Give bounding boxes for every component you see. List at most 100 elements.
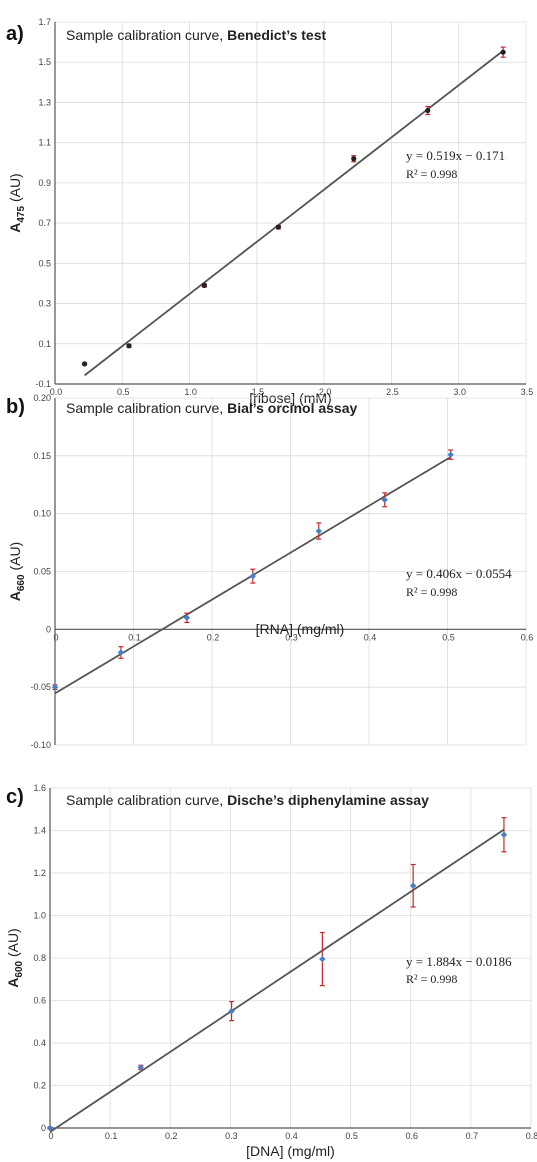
- data-point: [447, 451, 454, 458]
- data-point: [351, 156, 357, 162]
- y-axis-label: A660 (AU): [7, 542, 27, 601]
- x-tick-label: 1.0: [184, 387, 197, 397]
- y-tick-label: 0.3: [38, 299, 51, 309]
- x-tick-label: 0.5: [345, 1131, 358, 1141]
- x-tick-label: 0.2: [207, 632, 220, 642]
- x-axis-label: [RNA] (mg/ml): [256, 621, 345, 637]
- chart-panel-a: -0.1 0.1 0.3 0.5 0.7 0.9 1.1 1.3 1.5 1.7 0.0 0.5 1.0…: [6, 17, 533, 406]
- x-tick-label: 0.6: [521, 632, 534, 642]
- chart-title: Sample calibration curve, Dische’s diphe…: [66, 792, 429, 808]
- y-tick-label: 0.4: [33, 1038, 46, 1048]
- data-point: [249, 572, 257, 580]
- y-tick-label: 0.15: [33, 451, 51, 461]
- data-point: [201, 282, 207, 289]
- x-tick-label: 0.7: [466, 1131, 479, 1141]
- y-tick-label: 1.3: [38, 97, 51, 107]
- y-axis-label-sub: 660: [16, 574, 27, 591]
- y-axis-label-unit: (AU): [7, 173, 23, 206]
- y-axis-label: A600 (AU): [5, 928, 25, 987]
- y-tick-label: -0.1: [35, 379, 51, 389]
- r-squared: R² = 0.998: [406, 167, 457, 181]
- y-tick-label: 0: [46, 624, 51, 634]
- chart-panel-b: -0.10 -0.05 0 0.05 0.10 0.15 0.20 0 0.1 0.2 0.3 0.4…: [6, 393, 533, 750]
- data-point: [275, 224, 281, 230]
- fit-equation: y = 0.406x − 0.0554: [406, 566, 512, 581]
- r-squared: R² = 0.998: [406, 972, 457, 986]
- x-tick-label: 0.3: [285, 632, 298, 642]
- fit-line: [49, 828, 505, 1133]
- chart-title-text: Sample calibration curve,: [66, 792, 227, 808]
- chart-title: Sample calibration curve, Benedict’s tes…: [66, 27, 326, 43]
- fit-line: [84, 50, 504, 377]
- x-tick-label: 3.5: [521, 387, 534, 397]
- data-point: [319, 955, 326, 963]
- y-tick-label: 0.8: [33, 953, 46, 963]
- x-tick-label: 0.4: [285, 1131, 298, 1141]
- x-tick-label: 0: [53, 632, 58, 642]
- x-tick-label: 3.0: [453, 387, 466, 397]
- y-tick-label: 1.6: [33, 783, 46, 793]
- y-axis-label-sub: 475: [16, 205, 27, 222]
- chart-title-text: Sample calibration curve,: [66, 27, 227, 43]
- x-tick-label: 2.5: [386, 387, 399, 397]
- chart-title-bold: Benedict’s test: [227, 27, 326, 43]
- data-point: [51, 683, 59, 691]
- y-tick-label: 0.2: [33, 1081, 46, 1091]
- y-tick-label: 1.5: [38, 57, 51, 67]
- x-tick-label: 2.0: [319, 387, 332, 397]
- chart-title-text: Sample calibration curve,: [66, 400, 227, 416]
- x-tick-label: 0.2: [165, 1131, 178, 1141]
- x-tick-label: 0.4: [364, 632, 377, 642]
- x-tick-label: 0.8: [526, 1131, 537, 1141]
- data-point: [315, 527, 322, 535]
- y-tick-label: 1.0: [33, 911, 46, 921]
- data-point: [381, 496, 388, 503]
- data-point: [425, 107, 431, 114]
- y-axis-label-main: A: [7, 591, 23, 601]
- y-tick-label: 0.20: [33, 393, 51, 403]
- x-tick-label: 0: [48, 1131, 53, 1141]
- y-tick-label: 0: [41, 1123, 46, 1133]
- x-tick-label: 0.1: [128, 632, 141, 642]
- chart-title: Sample calibration curve, Bial’s orcinol…: [66, 400, 358, 416]
- fit-equation: y = 0.519x − 0.171: [406, 148, 505, 163]
- panel-label: a): [6, 23, 24, 45]
- r-squared: R² = 0.998: [406, 585, 457, 599]
- data-point: [500, 831, 508, 838]
- y-tick-label: 0.5: [38, 258, 51, 268]
- y-axis-label: A475 (AU): [7, 173, 27, 232]
- data-point: [137, 1064, 144, 1071]
- data-point: [117, 649, 125, 656]
- data-point: [228, 1007, 235, 1015]
- y-tick-label: -0.05: [30, 682, 51, 692]
- panel-label: c): [6, 786, 24, 808]
- x-tick-label: 0.1: [105, 1131, 118, 1141]
- y-tick-label: 0.05: [33, 567, 51, 577]
- data-point: [183, 614, 191, 621]
- x-tick-label: 0.5: [117, 387, 130, 397]
- x-tick-label: 0.0: [50, 387, 63, 397]
- data-point: [126, 343, 132, 349]
- y-tick-label: 1.4: [33, 826, 46, 836]
- y-axis-label-sub: 600: [14, 960, 25, 977]
- y-axis-label-unit: (AU): [7, 542, 23, 575]
- y-tick-label: 1.2: [33, 868, 46, 878]
- chart-title-bold: Bial’s orcinol assay: [227, 400, 357, 416]
- x-tick-label: 0.6: [405, 1131, 418, 1141]
- y-tick-label: 0.1: [38, 339, 51, 349]
- chart-title-bold: Dische’s diphenylamine assay: [227, 792, 429, 808]
- data-point: [409, 882, 417, 889]
- data-point: [82, 361, 88, 367]
- x-tick-label: 0.5: [442, 632, 455, 642]
- y-tick-label: 0.6: [33, 996, 46, 1006]
- chart-panel-c: 0 0.2 0.4 0.6 0.8 1.0 1.2 1.4 1.6 0 0.1 0.2 0.3 0.4 0.…: [5, 783, 537, 1159]
- panel-label: b): [6, 396, 25, 418]
- x-tick-label: 1.5: [252, 387, 265, 397]
- y-tick-label: 1.1: [38, 138, 51, 148]
- y-tick-label: 0.10: [33, 509, 51, 519]
- data-point: [46, 1124, 54, 1132]
- y-tick-label: 0.9: [38, 178, 51, 188]
- y-tick-label: -0.10: [30, 740, 51, 750]
- data-point: [500, 49, 506, 55]
- y-axis-label-unit: (AU): [5, 928, 21, 961]
